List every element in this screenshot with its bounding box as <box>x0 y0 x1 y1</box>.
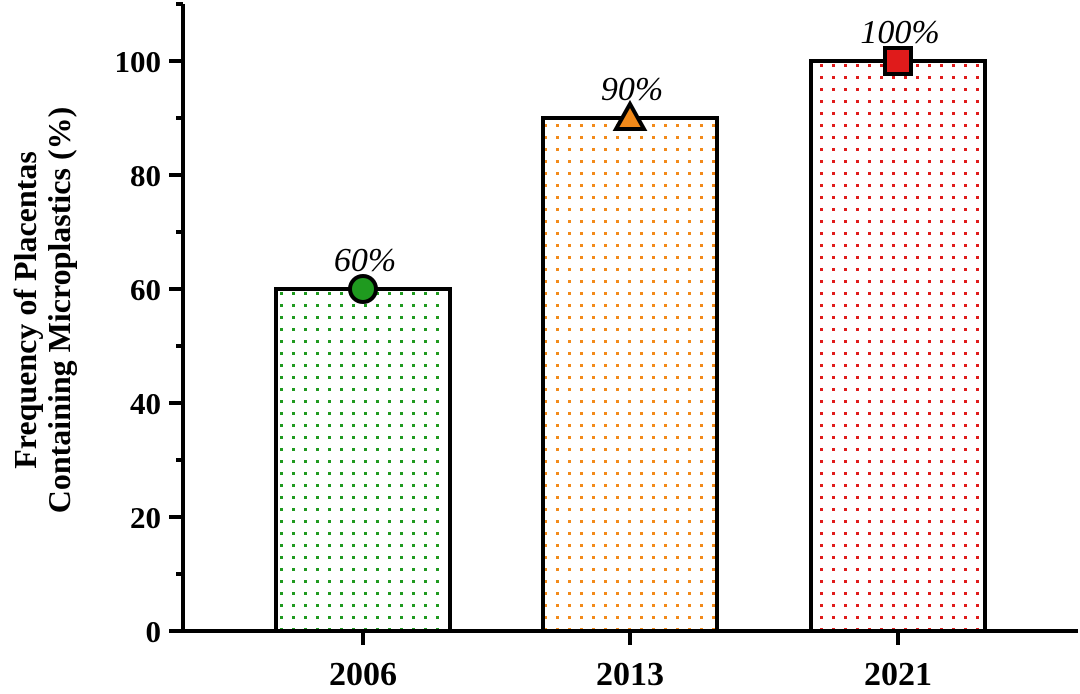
y-axis-title-line-1: Frequency of Placentas <box>7 151 43 469</box>
data-label-2006: 60% <box>334 242 396 279</box>
x-tick-label-2006: 2006 <box>329 656 397 693</box>
x-tick-label-2013: 2013 <box>596 656 664 693</box>
y-tick-label-80: 80 <box>130 158 161 193</box>
y-axis-title-line-2: Containing Microplastics (%) <box>41 107 77 514</box>
y-tick-label-20: 20 <box>130 500 161 535</box>
x-tick-label-2021: 2021 <box>864 656 932 693</box>
y-tick-label-60: 60 <box>130 272 161 307</box>
axes-group: 0 20 40 60 80 100 2006 2013 2021 <box>115 2 1078 693</box>
marker-2021 <box>883 46 913 76</box>
bar-pattern-2006 <box>278 291 448 629</box>
marker-2013 <box>612 99 648 131</box>
y-axis-title: Frequency of Placentas Containing Microp… <box>7 107 77 514</box>
y-tick-label-0: 0 <box>146 614 162 649</box>
y-tick-label-100: 100 <box>115 44 162 79</box>
bars-group: 60% 90% 100% <box>274 14 987 633</box>
y-tick-label-40: 40 <box>130 386 161 421</box>
data-label-2013: 90% <box>601 71 663 108</box>
bar-pattern-2021 <box>813 63 983 629</box>
data-label-2021: 100% <box>860 14 939 51</box>
bar-pattern-2013 <box>545 120 715 629</box>
marker-2006 <box>348 274 378 304</box>
